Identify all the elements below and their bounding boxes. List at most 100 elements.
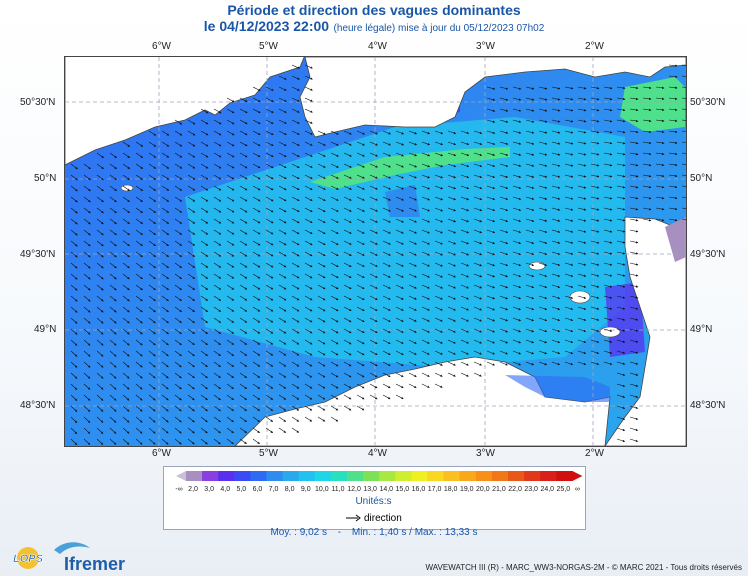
wave-direction-arrow	[538, 108, 548, 112]
land-island-jersey	[599, 326, 621, 338]
wave-direction-arrow	[551, 328, 561, 333]
wave-direction-arrow	[603, 317, 613, 321]
wave-direction-arrow	[395, 251, 404, 256]
wave-direction-arrow	[109, 207, 117, 214]
wave-direction-arrow	[356, 130, 365, 135]
wave-direction-arrow	[382, 130, 391, 135]
wave-direction-arrow	[278, 240, 287, 246]
wave-direction-arrow	[499, 152, 509, 156]
wave-direction-arrow	[265, 317, 274, 323]
wave-direction-arrow	[226, 141, 235, 147]
stat-minmax: Min. : 1,40 s / Max. : 13,33 s	[351, 527, 478, 538]
wave-direction-arrow	[603, 295, 613, 299]
wave-direction-arrow	[408, 284, 417, 289]
wave-direction-arrow	[200, 196, 209, 202]
wave-direction-arrow	[252, 108, 261, 113]
wave-direction-arrow	[278, 328, 287, 334]
wave-direction-arrow	[356, 240, 365, 245]
green-high-period-zone	[310, 147, 510, 189]
wave-direction-arrow	[252, 262, 261, 268]
wave-direction-arrow	[226, 273, 235, 279]
wave-period-map[interactable]	[64, 56, 687, 447]
wave-direction-arrow	[213, 350, 221, 356]
wave-direction-arrow	[291, 317, 300, 323]
wave-direction-arrow	[642, 174, 652, 178]
wave-direction-arrow	[200, 108, 209, 114]
wave-direction-arrow	[200, 185, 209, 191]
wave-direction-arrow	[408, 196, 417, 201]
wave-direction-arrow	[343, 295, 352, 300]
wave-direction-arrow	[291, 86, 300, 91]
wave-direction-arrow	[304, 207, 313, 212]
wave-direction-arrow	[551, 207, 561, 211]
wave-direction-arrow	[226, 262, 235, 268]
wave-direction-arrow	[161, 350, 169, 357]
wave-direction-arrow	[161, 273, 169, 280]
wave-direction-arrow	[317, 207, 326, 212]
wave-direction-arrow	[564, 251, 574, 255]
direction-legend: direction	[163, 513, 584, 524]
wave-direction-arrow	[96, 251, 104, 258]
wave-direction-arrow	[265, 163, 274, 169]
wave-direction-arrow	[551, 196, 561, 200]
wave-direction-arrow	[278, 97, 287, 102]
wave-direction-arrow	[356, 339, 365, 345]
wave-direction-arrow	[577, 141, 587, 145]
wave-direction-arrow	[499, 284, 509, 289]
wave-direction-arrow	[395, 350, 404, 355]
wave-direction-arrow	[174, 339, 182, 346]
wave-direction-arrow	[70, 229, 78, 236]
wave-direction-arrow	[603, 108, 613, 112]
wave-direction-arrow	[96, 207, 104, 214]
wave-direction-arrow	[512, 130, 522, 134]
wave-direction-arrow	[304, 218, 313, 223]
wave-direction-arrow	[616, 152, 626, 156]
wave-direction-arrow	[83, 185, 91, 192]
wave-direction-arrow	[148, 185, 157, 191]
wave-direction-arrow	[304, 317, 313, 323]
wave-direction-arrow	[252, 273, 261, 279]
wave-direction-arrow	[369, 174, 378, 179]
wave-direction-arrow	[616, 185, 626, 189]
wave-direction-arrow	[629, 262, 639, 266]
wave-direction-arrow	[486, 339, 495, 344]
wave-direction-arrow	[239, 130, 248, 136]
wave-direction-arrow	[304, 174, 313, 179]
wave-direction-arrow	[577, 119, 587, 123]
wave-direction-arrow	[499, 295, 509, 300]
wave-direction-arrow	[616, 119, 626, 123]
wave-direction-arrow	[512, 262, 522, 267]
wave-direction-arrow	[668, 86, 678, 89]
wave-direction-arrow	[538, 130, 548, 134]
wave-direction-arrow	[161, 306, 169, 313]
wave-direction-arrow	[278, 273, 287, 279]
land-cornwall	[65, 57, 305, 166]
wave-direction-arrow	[174, 207, 183, 213]
wave-direction-arrow	[590, 218, 600, 222]
wave-direction-arrow	[499, 196, 509, 201]
wave-direction-arrow	[70, 328, 78, 335]
wave-direction-arrow	[330, 273, 339, 278]
wave-direction-arrow	[239, 152, 248, 158]
wave-direction-arrow	[616, 130, 626, 134]
wave-direction-arrow	[148, 152, 157, 158]
wave-direction-arrow	[603, 273, 613, 277]
legend-swatch	[218, 471, 235, 481]
wave-direction-arrow	[200, 152, 209, 158]
wave-direction-arrow	[603, 185, 613, 189]
wave-direction-arrow	[577, 196, 587, 200]
wave-direction-arrow	[473, 218, 483, 223]
wave-direction-arrow	[135, 196, 143, 202]
wave-direction-arrow	[538, 207, 548, 211]
wave-direction-arrow	[616, 284, 626, 288]
wave-direction-arrow	[239, 262, 248, 268]
wave-direction-arrow	[512, 86, 522, 90]
wave-direction-arrow	[473, 141, 483, 146]
wave-direction-arrow	[109, 152, 117, 158]
wave-direction-arrow	[603, 163, 613, 167]
wave-direction-arrow	[447, 306, 456, 311]
wave-direction-arrow	[434, 207, 444, 212]
wave-direction-arrow	[148, 141, 157, 147]
wave-direction-arrow	[135, 229, 143, 236]
wave-direction-arrow	[577, 240, 587, 244]
